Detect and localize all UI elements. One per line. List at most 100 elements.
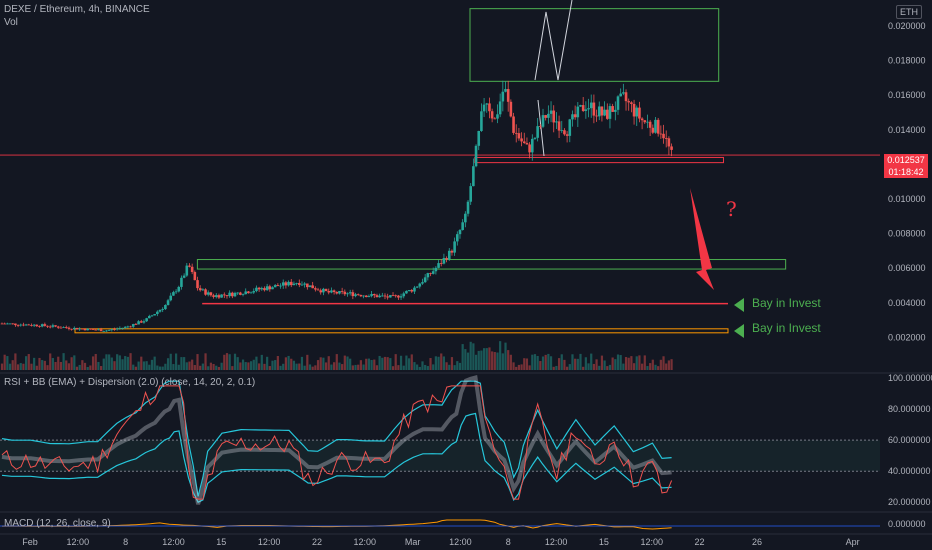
candle-body — [222, 294, 226, 296]
volume-bar — [188, 361, 191, 370]
volume-bar — [466, 352, 470, 370]
candle-body — [16, 325, 20, 326]
candle-body — [480, 111, 483, 131]
volume-bar — [38, 357, 41, 370]
candle-body — [19, 324, 23, 326]
volume-bar — [263, 363, 266, 370]
volume-bar — [49, 353, 52, 370]
candle-body — [597, 106, 601, 117]
candle-body — [113, 329, 116, 331]
volume-bar — [132, 364, 135, 370]
price-tick-label: 0.014000 — [888, 125, 926, 135]
candle-body — [654, 119, 657, 133]
volume-bar — [472, 343, 475, 370]
volume-bar — [574, 358, 577, 370]
time-tick-label: 8 — [506, 537, 511, 547]
candle-body — [528, 144, 531, 153]
candle-body — [565, 134, 569, 136]
volume-bar — [654, 364, 657, 370]
candle-body — [271, 287, 274, 290]
candle-body — [51, 325, 55, 327]
volume-bar — [442, 356, 446, 370]
volume-bar — [606, 366, 609, 370]
candle-body — [533, 137, 537, 139]
time-tick-label: Apr — [846, 537, 860, 547]
candle-body — [573, 114, 577, 118]
volume-bar — [630, 356, 633, 370]
candle-body — [86, 328, 90, 331]
candle-body — [287, 281, 290, 286]
candle-body — [397, 295, 400, 298]
volume-bar — [622, 363, 625, 370]
volume-bar — [233, 353, 237, 370]
candle-body — [316, 289, 320, 291]
volume-bar — [244, 362, 247, 370]
candle-body — [324, 288, 328, 292]
candle-body — [434, 267, 438, 272]
candle-body — [239, 292, 242, 295]
candle-body — [158, 309, 162, 312]
volume-bar — [223, 354, 226, 370]
volume-bar — [193, 365, 196, 370]
candle-body — [595, 115, 598, 117]
currency-badge[interactable]: ETH — [896, 5, 922, 19]
question-mark: ? — [726, 197, 737, 221]
candle-body — [3, 323, 6, 325]
candle-body — [6, 323, 9, 325]
volume-bar — [641, 363, 644, 370]
candle-body — [172, 292, 175, 296]
time-tick-label: 22 — [695, 537, 705, 547]
time-tick-label: 15 — [216, 537, 226, 547]
time-tick-label: 12:00 — [354, 537, 377, 547]
candle-body — [78, 328, 81, 330]
volume-bar — [292, 360, 296, 370]
candle-body — [276, 285, 280, 287]
candle-body — [662, 133, 665, 139]
candle-body — [399, 296, 403, 298]
price-tick-label: 0.002000 — [888, 332, 926, 342]
volume-bar — [78, 364, 81, 370]
volume-bar — [33, 357, 36, 370]
volume-bar — [303, 365, 306, 370]
breakdown-box — [474, 156, 724, 164]
volume-bar — [491, 351, 494, 370]
candle-body — [616, 96, 620, 110]
volume-bar — [129, 353, 132, 370]
candle-body — [105, 330, 108, 332]
candle-body — [217, 295, 221, 298]
price-tick-label: 0.006000 — [888, 263, 926, 273]
volume-bar — [306, 354, 309, 370]
axes: 0.0200000.0180000.0160000.0140000.012000… — [22, 21, 932, 547]
volume-bar — [249, 361, 253, 370]
rsi-band-fill — [0, 440, 880, 472]
volume-bar — [357, 364, 360, 370]
down-arrow-icon — [690, 188, 714, 290]
volume-bar — [156, 365, 159, 370]
candle-body — [188, 265, 191, 267]
macd-title: MACD (12, 26, close, 9) — [4, 518, 111, 529]
candle-body — [389, 295, 392, 298]
candle-body — [182, 275, 186, 278]
volume-bar — [268, 366, 271, 370]
volume-bar — [533, 354, 537, 370]
candle-body — [359, 294, 363, 297]
volume-bar — [335, 354, 338, 370]
candle-body — [648, 121, 652, 128]
candle-body — [139, 321, 143, 323]
volume-bar — [383, 356, 387, 370]
candle-body — [383, 295, 387, 297]
volume-bar — [507, 350, 510, 370]
vol-label: Vol — [4, 17, 18, 28]
candle-body — [279, 285, 282, 287]
candle-body — [196, 280, 199, 289]
candle-body — [131, 324, 135, 327]
candle-body — [43, 324, 47, 326]
volume-bar — [271, 360, 274, 370]
volume-bar — [51, 358, 54, 370]
volume-bar — [279, 365, 282, 370]
candle-body — [517, 133, 521, 139]
volume-bar — [349, 358, 352, 370]
macd-tick-label: 0.000000 — [888, 519, 926, 529]
candle-body — [244, 291, 248, 295]
volume-bar — [295, 363, 298, 370]
